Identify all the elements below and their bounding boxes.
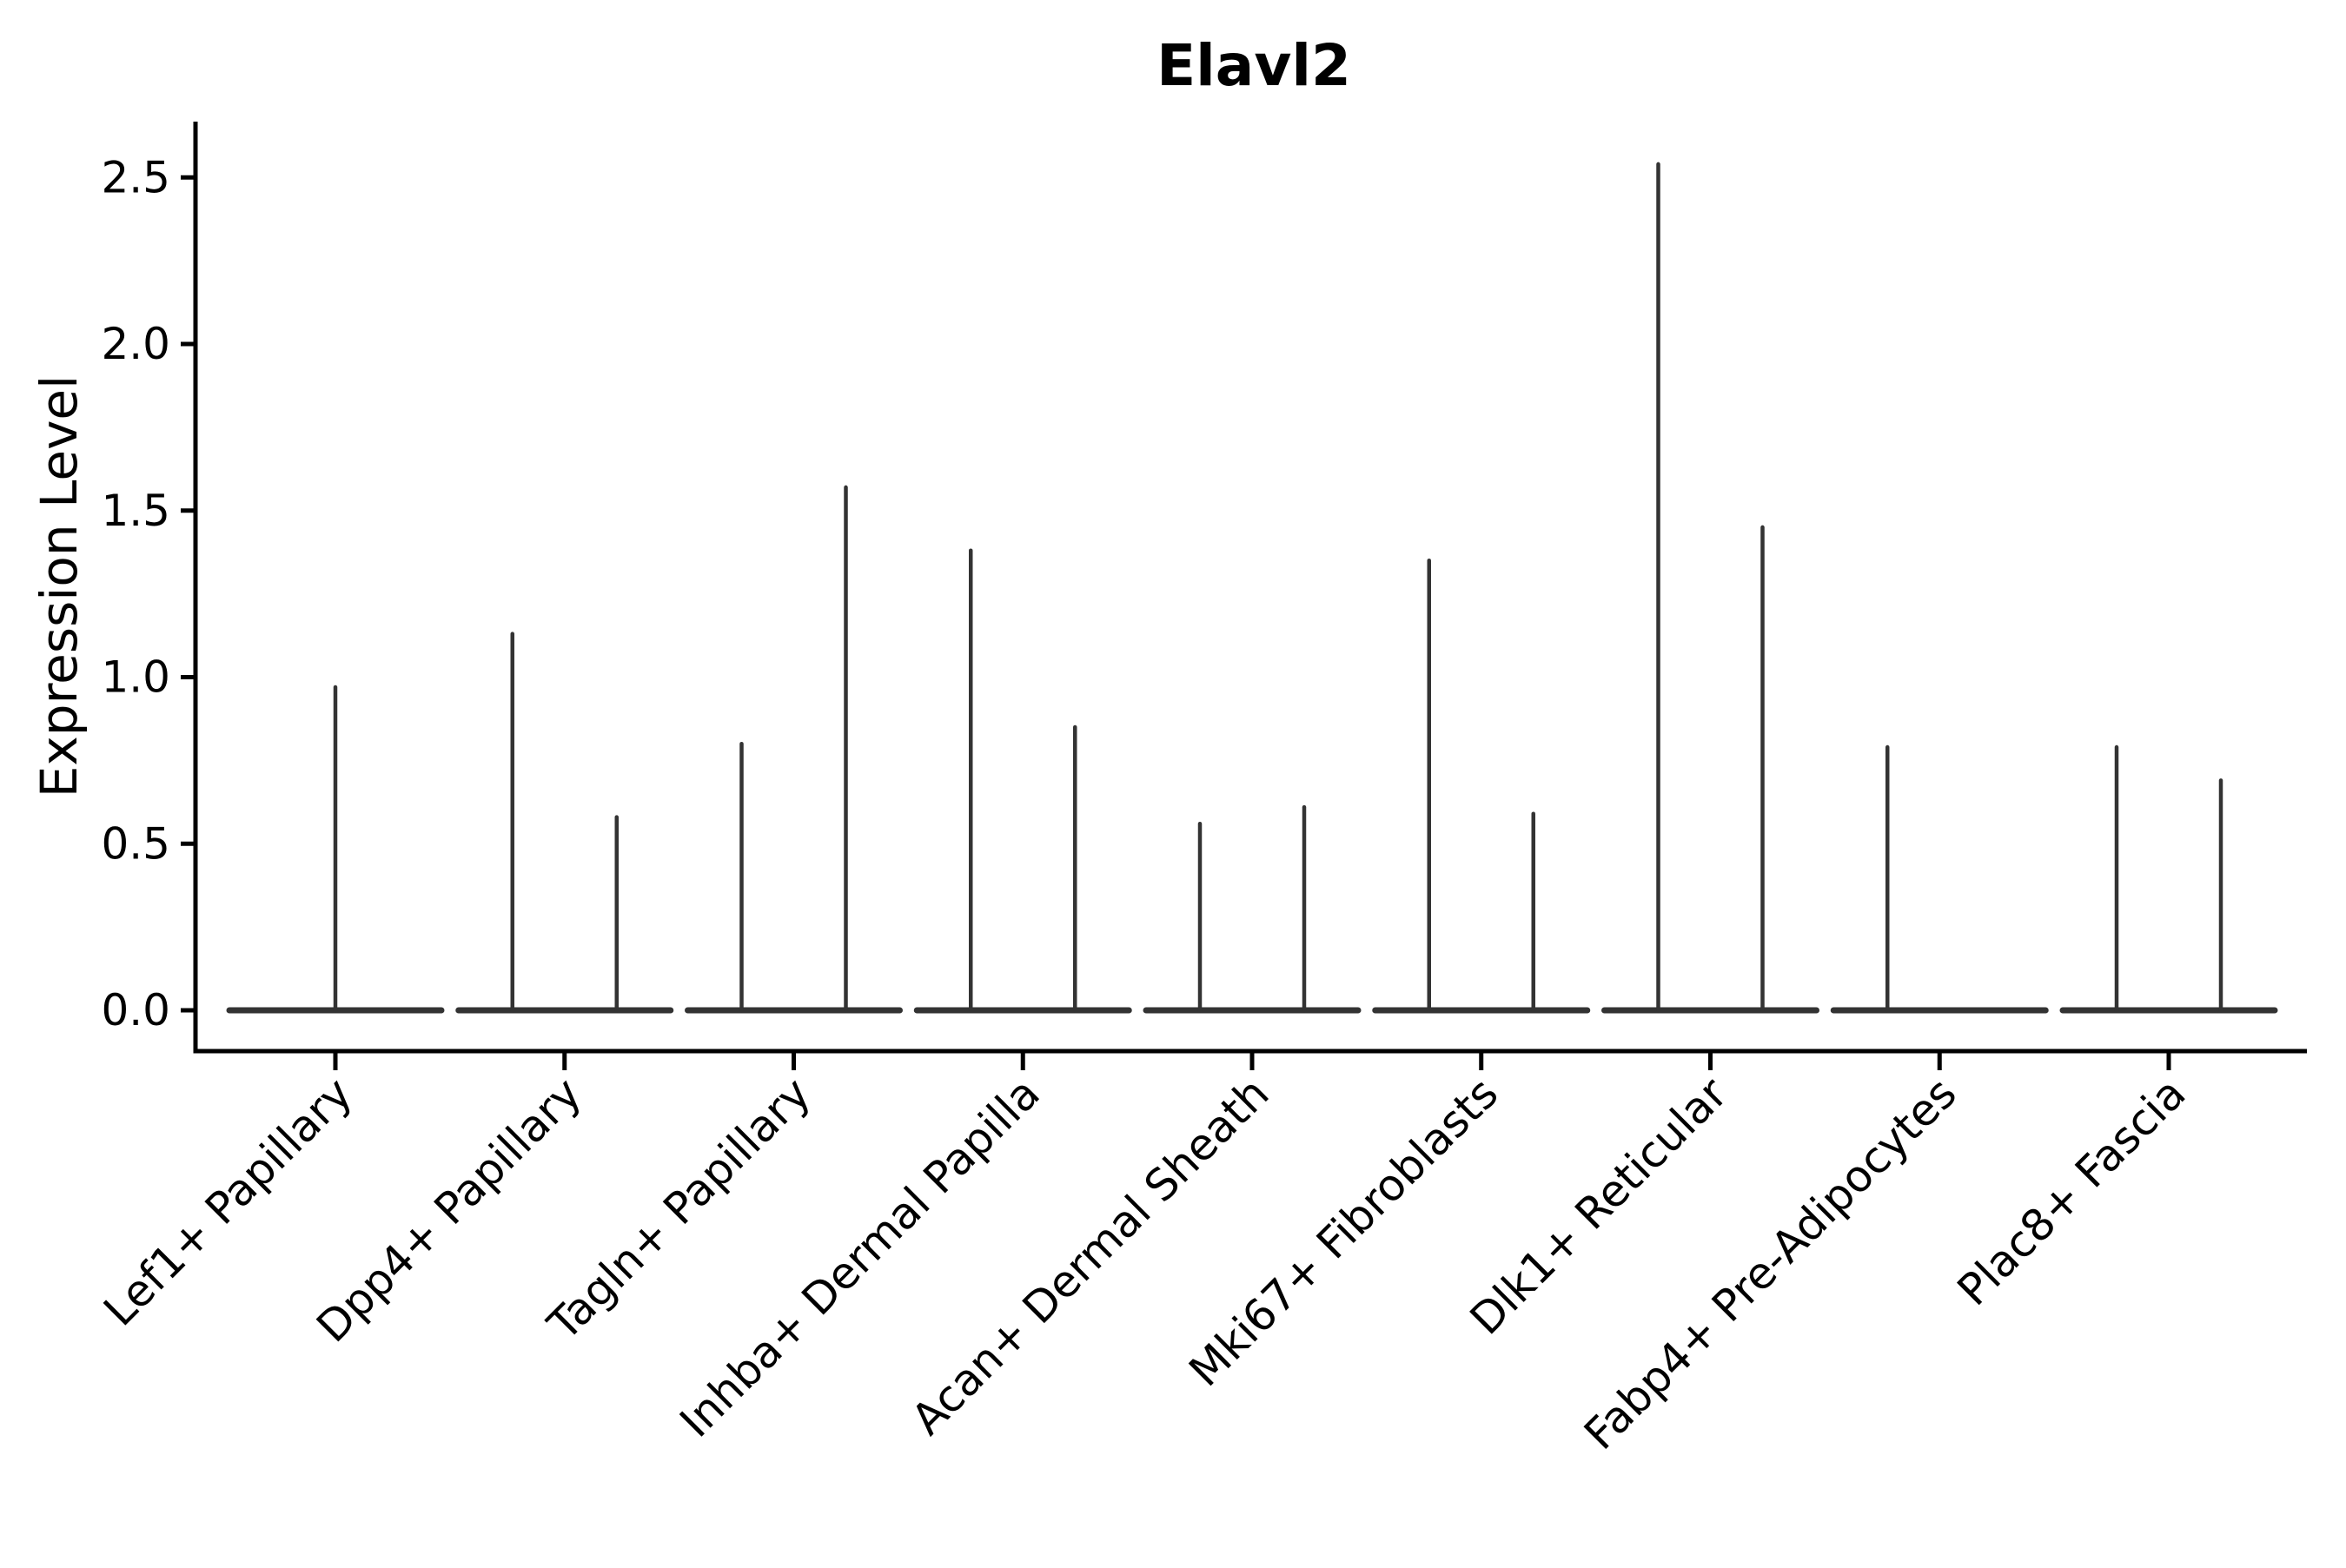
violins-layer: [226, 162, 2278, 1014]
y-tick-label: 2.5: [101, 152, 170, 202]
y-tick-label: 1.0: [101, 652, 170, 703]
y-tick-label: 1.5: [101, 486, 170, 536]
y-axis-label: Expression Level: [30, 375, 89, 797]
y-tick-label: 2.0: [101, 319, 170, 369]
y-tick-label: 0.5: [101, 818, 170, 869]
y-tick-label: 0.0: [101, 985, 170, 1035]
chart-title: Elavl2: [1156, 32, 1351, 99]
